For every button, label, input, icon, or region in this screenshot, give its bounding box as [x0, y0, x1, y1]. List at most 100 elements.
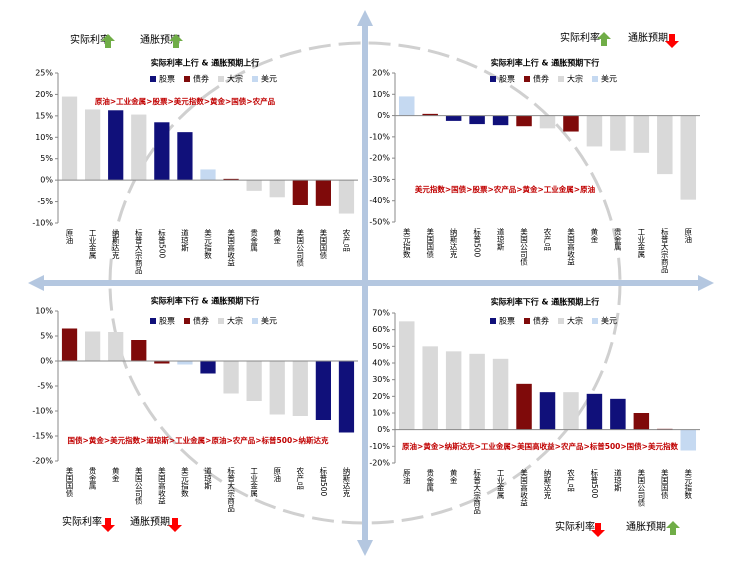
x-tick-label: 美国高收益 — [566, 227, 575, 266]
bar — [633, 115, 650, 153]
bar — [398, 321, 415, 430]
bar — [657, 115, 673, 175]
indicator-arrow — [168, 518, 182, 532]
legend-swatch — [252, 76, 258, 82]
y-tick-label: -5% — [37, 382, 53, 391]
bar — [586, 393, 603, 430]
bar — [154, 361, 170, 364]
indicator-label: 实际利率 — [560, 31, 600, 44]
bar — [680, 429, 697, 451]
bar — [61, 96, 78, 181]
x-tick-label: 黄金 — [111, 466, 120, 483]
legend-label: 美元 — [261, 316, 277, 326]
legend-swatch — [524, 318, 530, 324]
chart-title: 实际利率上行 & 通胀预期下行 — [491, 58, 600, 68]
legend-label: 大宗 — [567, 74, 583, 84]
x-tick-label: 标普500 — [157, 228, 166, 259]
bar — [445, 351, 462, 430]
bar — [633, 413, 650, 430]
bar — [61, 328, 78, 361]
chart-title: 实际利率下行 & 通胀预期上行 — [491, 297, 600, 307]
x-tick-label: 纳斯达克 — [449, 227, 458, 259]
y-tick-label: -50% — [369, 218, 390, 227]
x-tick-label: 原油 — [65, 229, 74, 246]
legend-label: 债券 — [193, 74, 209, 84]
y-tick-label: 0% — [40, 357, 53, 366]
x-tick-label: 美国高收益 — [519, 468, 528, 507]
y-tick-label: 5% — [40, 154, 53, 163]
legend-label: 美元 — [261, 74, 277, 84]
x-tick-label: 标普500 — [319, 466, 328, 497]
y-tick-label: -5% — [37, 197, 53, 206]
x-tick-label: 工业金属 — [637, 228, 646, 259]
arrow-head — [357, 540, 373, 556]
x-tick-label: 工业金属 — [88, 229, 97, 260]
y-tick-label: -20% — [369, 459, 390, 468]
x-tick-label: 道琼斯 — [180, 228, 189, 253]
legend-swatch — [184, 76, 190, 82]
indicator-arrow — [169, 34, 183, 48]
y-tick-label: 0% — [40, 176, 53, 185]
x-tick-label: 道琼斯 — [613, 468, 622, 493]
y-tick-label: 10% — [35, 133, 53, 142]
y-tick-label: 30% — [372, 375, 390, 384]
y-tick-label: -15% — [32, 432, 53, 441]
y-tick-label: 60% — [372, 325, 390, 334]
bar — [200, 361, 216, 374]
bar — [586, 115, 603, 147]
legend-label: 美元 — [601, 316, 617, 326]
x-tick-label: 美元指数 — [180, 466, 189, 499]
y-tick-label: 25% — [35, 69, 53, 78]
legend-label: 股票 — [499, 75, 515, 84]
x-tick-label: 标普500 — [590, 468, 599, 499]
legend-swatch — [558, 76, 564, 82]
bar — [398, 96, 415, 116]
x-tick-label: 标普500 — [472, 227, 481, 258]
legend-swatch — [252, 318, 258, 324]
bar — [154, 122, 170, 181]
x-tick-label: 美国国债 — [319, 228, 328, 260]
legend-swatch — [592, 76, 598, 82]
bar — [85, 109, 101, 181]
y-tick-label: -20% — [369, 154, 390, 163]
x-tick-label: 工业金属 — [496, 469, 505, 500]
chart-title: 实际利率上行 & 通胀预期上行 — [151, 58, 260, 68]
legend-swatch — [218, 76, 224, 82]
y-tick-label: 50% — [372, 342, 390, 351]
bar — [492, 115, 509, 126]
legend-swatch — [150, 318, 156, 324]
bar — [85, 331, 101, 361]
x-tick-label: 美国国债 — [660, 468, 669, 501]
arrow-head — [698, 275, 714, 291]
y-tick-label: -10% — [369, 442, 390, 451]
x-tick-label: 贵金属 — [613, 227, 622, 252]
indicator-label: 实际利率 — [62, 515, 102, 528]
x-tick-label: 黄金 — [590, 227, 599, 244]
y-tick-label: 5% — [40, 332, 53, 341]
x-tick-label: 美元指数 — [402, 227, 411, 259]
indicator-label: 实际利率 — [70, 33, 110, 46]
arrow-head — [357, 10, 373, 26]
annotation: 美元指数>国债>股票>农产品>黄金>工业金属>原油 — [415, 184, 596, 194]
chart-title: 实际利率下行 & 通胀预期下行 — [151, 296, 260, 306]
y-tick-label: 10% — [35, 307, 53, 316]
bar — [492, 358, 509, 430]
x-tick-label: 贵金属 — [425, 468, 434, 493]
bar — [563, 115, 579, 132]
x-tick-label: 美元指数 — [684, 468, 693, 501]
x-tick-label: 工业金属 — [249, 467, 258, 498]
arrow-head — [28, 275, 44, 291]
y-tick-label: 40% — [372, 359, 390, 368]
indicator-arrow — [666, 521, 680, 535]
x-tick-label: 标普大宗商品 — [134, 228, 143, 275]
bar — [610, 398, 626, 430]
legend-label: 大宗 — [567, 316, 583, 326]
bar — [422, 113, 438, 116]
bar — [177, 132, 193, 181]
legend-label: 债券 — [533, 74, 549, 84]
x-tick-label: 美国高收益 — [226, 228, 235, 267]
y-tick-label: 15% — [35, 111, 53, 120]
bar — [469, 353, 485, 430]
bar — [338, 361, 355, 433]
x-tick-label: 美国高收益 — [157, 466, 166, 505]
